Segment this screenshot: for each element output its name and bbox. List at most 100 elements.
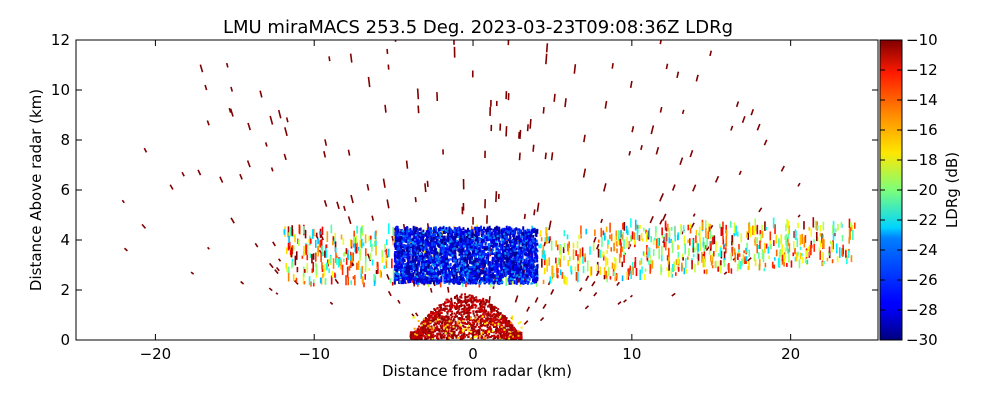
cloud-core-cell (440, 247, 442, 252)
cloud-core-cell (407, 255, 409, 260)
cloud-edge-cell (375, 246, 377, 256)
cloud-edge-cell (613, 271, 615, 275)
cloud-edge-cell (320, 252, 322, 262)
surface-echo-cell (448, 330, 450, 332)
cloud-edge-cell (560, 269, 562, 275)
cloud-core-highlight (488, 245, 490, 247)
surface-echo-cell (464, 296, 466, 298)
cloud-core-cell (422, 263, 424, 267)
cloud-core-cell (398, 255, 400, 258)
cloud-core-highlight (508, 232, 510, 234)
cloud-edge-cell (290, 227, 292, 236)
cloud-core-highlight (438, 232, 440, 234)
cloud-core-highlight (439, 264, 441, 266)
cloud-edge-cell (837, 224, 839, 231)
cloud-core-cell (394, 265, 396, 268)
cloud-edge-cell (693, 254, 695, 257)
cloud-core-highlight (405, 255, 407, 257)
cloud-core-highlight (396, 277, 398, 279)
cloud-edge-cell (832, 259, 834, 263)
cloud-edge-cell (555, 240, 557, 246)
cloud-core-cell (426, 251, 428, 254)
cloud-core-highlight (489, 243, 491, 245)
cloud-core-cell (524, 264, 526, 266)
cloud-core-cell (528, 252, 530, 257)
speckle-mark (552, 152, 553, 160)
cloud-edge-cell (310, 238, 312, 243)
cloud-core-cell (533, 231, 535, 233)
cloud-edge-cell (816, 232, 818, 241)
cloud-edge-cell (748, 223, 750, 233)
speckle-mark (534, 209, 535, 215)
cloud-edge-cell (605, 256, 607, 266)
cloud-core-highlight (511, 258, 513, 260)
cloud-edge-cell (567, 244, 569, 252)
cloud-core-highlight (521, 236, 523, 238)
cloud-core-cell (482, 246, 484, 249)
cloud-core-highlight (446, 260, 448, 262)
surface-echo-cell (474, 299, 476, 301)
cloud-edge-cell (810, 245, 812, 255)
cloud-core-cell (528, 262, 530, 267)
cloud-edge-cell (774, 265, 776, 269)
cloud-edge-cell (551, 241, 553, 251)
cloud-core-cell (534, 242, 536, 244)
cloud-core-cell (477, 232, 479, 235)
cloud-edge-cell (712, 237, 714, 245)
cloud-edge-cell (350, 280, 352, 284)
cloud-core-cell (508, 278, 510, 282)
cloud-core-cell (516, 257, 518, 260)
cloud-core-cell (478, 267, 480, 269)
cloud-edge-cell (653, 249, 655, 256)
cloud-core-highlight (478, 243, 480, 245)
cloud-core-highlight (402, 244, 404, 246)
cloud-edge-cell (372, 260, 374, 266)
cloud-core-highlight (503, 247, 505, 249)
cloud-core-highlight (402, 241, 404, 243)
cloud-core-highlight (447, 272, 449, 274)
cloud-core-highlight (468, 236, 470, 238)
cloud-edge-cell (774, 224, 776, 234)
cloud-core-cell (513, 236, 515, 240)
cloud-edge-cell (850, 227, 852, 231)
cloud-edge-cell (543, 280, 545, 284)
speckle-mark (351, 54, 352, 63)
cloud-core-highlight (420, 247, 422, 249)
cloud-core-highlight (491, 282, 493, 284)
cloud-core-highlight (398, 273, 400, 275)
cloud-edge-cell (393, 228, 395, 239)
cloud-core-cell (426, 242, 428, 245)
cloud-edge-cell (293, 274, 295, 281)
surface-echo-cell (479, 299, 481, 301)
cloud-core-cell (474, 227, 476, 231)
cloud-edge-cell (350, 260, 352, 268)
cloud-core-cell (450, 273, 452, 275)
cloud-edge-cell (575, 250, 577, 256)
cloud-core-highlight (410, 244, 412, 246)
cloud-edge-cell (646, 232, 648, 242)
cloud-core-highlight (521, 278, 523, 280)
cloud-edge-cell (694, 264, 696, 273)
cloud-core-highlight (482, 237, 484, 239)
cloud-core-highlight (397, 243, 399, 245)
cloud-edge-cell (630, 271, 632, 279)
cloud-edge-cell (650, 236, 652, 242)
cloud-core-highlight (441, 244, 443, 246)
cloud-core-highlight (422, 232, 424, 234)
cloud-core-cell (498, 230, 500, 232)
cloud-edge-cell (643, 228, 645, 232)
cloud-edge-cell (295, 256, 297, 266)
cloud-edge-cell (760, 230, 762, 234)
cloud-core-cell (417, 280, 419, 282)
cloud-edge-cell (312, 262, 314, 272)
cloud-core-cell (536, 260, 538, 262)
cloud-core-cell (515, 265, 517, 268)
cloud-edge-cell (344, 252, 346, 257)
cloud-core-highlight (505, 270, 507, 272)
cloud-edge-cell (822, 252, 824, 260)
cloud-edge-cell (368, 236, 370, 242)
cloud-edge-cell (752, 226, 754, 236)
cloud-edge-cell (649, 265, 651, 274)
cloud-core-cell (397, 261, 399, 263)
surface-echo-cell (441, 315, 443, 317)
